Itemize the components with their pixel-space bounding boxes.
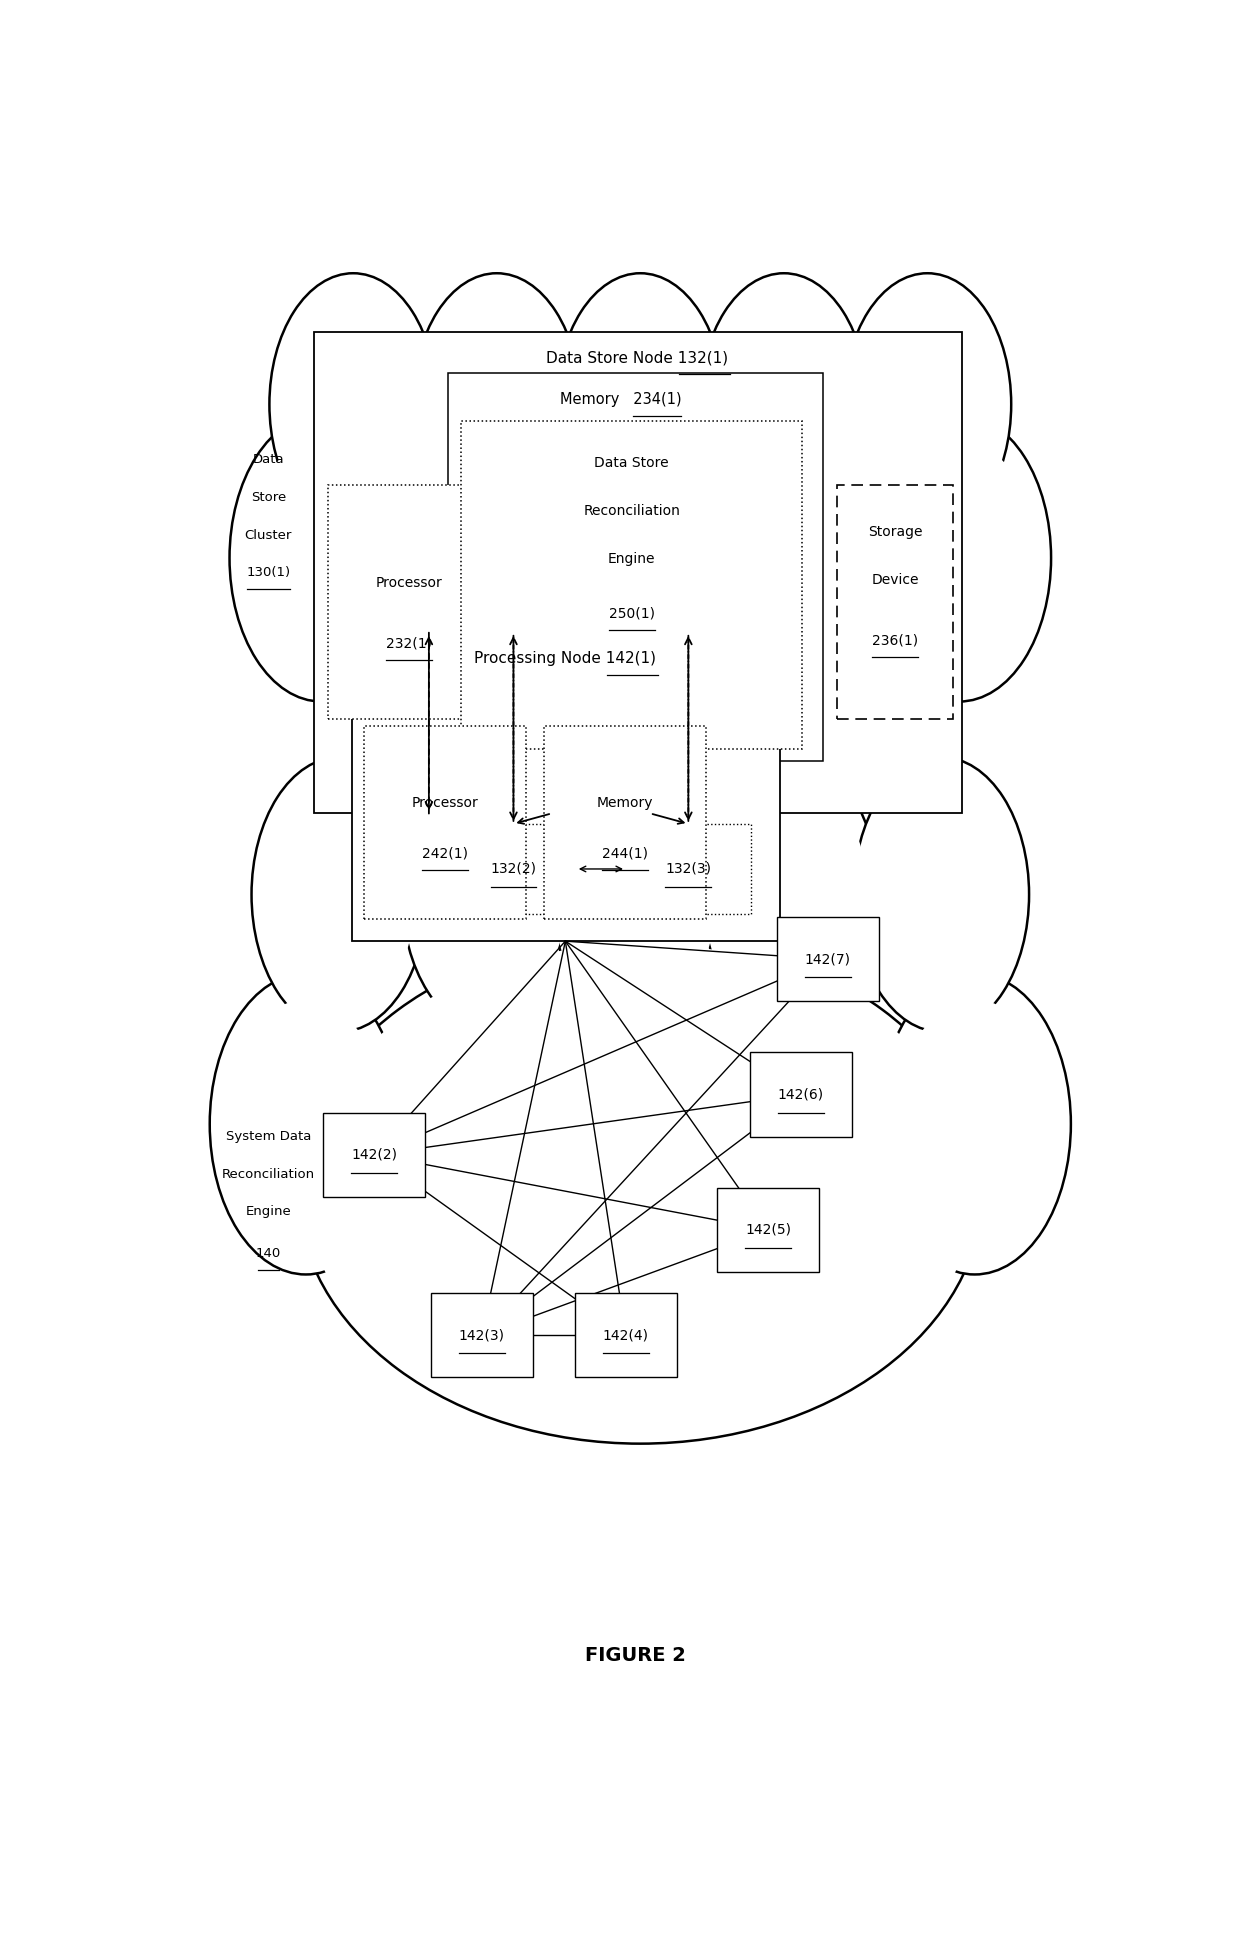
Text: 142(5): 142(5)	[745, 1223, 791, 1236]
FancyBboxPatch shape	[324, 1113, 425, 1197]
FancyBboxPatch shape	[776, 918, 879, 1002]
Text: Memory   234(1): Memory 234(1)	[560, 393, 682, 408]
FancyBboxPatch shape	[352, 633, 780, 941]
Circle shape	[402, 758, 578, 1031]
Text: Processor: Processor	[412, 795, 479, 810]
Circle shape	[246, 439, 397, 676]
Circle shape	[711, 291, 857, 518]
Circle shape	[843, 273, 1011, 535]
Circle shape	[879, 973, 1071, 1275]
Circle shape	[866, 775, 1018, 1014]
Text: Reconciliation: Reconciliation	[583, 504, 680, 518]
Circle shape	[252, 758, 427, 1031]
Text: 232(1): 232(1)	[386, 637, 432, 650]
Circle shape	[553, 758, 728, 1031]
Text: 250(1): 250(1)	[609, 605, 655, 621]
FancyBboxPatch shape	[448, 373, 823, 760]
Circle shape	[263, 775, 415, 1014]
Circle shape	[269, 273, 436, 535]
Circle shape	[714, 775, 867, 1014]
Circle shape	[884, 439, 1035, 676]
Text: Engine: Engine	[608, 553, 656, 566]
Text: 244(1): 244(1)	[601, 848, 649, 861]
FancyBboxPatch shape	[544, 727, 706, 918]
FancyBboxPatch shape	[837, 486, 952, 719]
Ellipse shape	[314, 432, 967, 771]
FancyBboxPatch shape	[750, 1053, 852, 1137]
Text: Processing Node 142(1): Processing Node 142(1)	[475, 650, 656, 666]
Text: 140: 140	[255, 1248, 281, 1260]
FancyBboxPatch shape	[575, 1293, 677, 1377]
Circle shape	[703, 758, 879, 1031]
Text: System Data: System Data	[226, 1131, 311, 1143]
FancyBboxPatch shape	[451, 824, 575, 914]
FancyBboxPatch shape	[717, 1187, 820, 1271]
FancyBboxPatch shape	[365, 727, 526, 918]
Text: Device: Device	[872, 574, 919, 588]
Circle shape	[280, 291, 427, 518]
Circle shape	[895, 1000, 1054, 1248]
Ellipse shape	[298, 935, 983, 1443]
Text: 236(1): 236(1)	[872, 633, 918, 646]
Text: 142(4): 142(4)	[603, 1328, 649, 1342]
FancyBboxPatch shape	[327, 486, 490, 719]
Circle shape	[854, 291, 1001, 518]
Circle shape	[413, 273, 580, 535]
FancyBboxPatch shape	[314, 332, 962, 812]
Circle shape	[853, 758, 1029, 1031]
FancyBboxPatch shape	[460, 420, 802, 748]
Circle shape	[229, 414, 413, 701]
Circle shape	[424, 291, 569, 518]
Text: 142(6): 142(6)	[777, 1088, 823, 1101]
Circle shape	[210, 973, 402, 1275]
Text: Engine: Engine	[246, 1205, 291, 1219]
FancyBboxPatch shape	[626, 824, 751, 914]
Ellipse shape	[306, 943, 975, 1435]
Circle shape	[701, 273, 868, 535]
Circle shape	[413, 775, 567, 1014]
Ellipse shape	[321, 437, 960, 768]
Text: FIGURE 2: FIGURE 2	[585, 1646, 686, 1666]
Text: Reconciliation: Reconciliation	[222, 1168, 315, 1182]
Text: Processor: Processor	[376, 576, 443, 590]
Text: Cluster: Cluster	[244, 529, 293, 541]
Text: 142(3): 142(3)	[459, 1328, 505, 1342]
Text: Data Store: Data Store	[594, 455, 668, 471]
Text: 132(2): 132(2)	[491, 861, 537, 877]
Text: Storage: Storage	[868, 525, 923, 539]
Text: Data: Data	[253, 453, 284, 467]
Text: Store: Store	[250, 490, 286, 504]
Text: 130(1): 130(1)	[247, 566, 290, 580]
Circle shape	[557, 273, 724, 535]
FancyBboxPatch shape	[430, 1293, 533, 1377]
Circle shape	[868, 414, 1052, 701]
Circle shape	[227, 1000, 386, 1248]
Text: Data Store Node 132(1): Data Store Node 132(1)	[547, 350, 728, 365]
Text: 242(1): 242(1)	[423, 848, 469, 861]
Circle shape	[564, 775, 717, 1014]
Text: 142(2): 142(2)	[351, 1148, 397, 1162]
Circle shape	[568, 291, 713, 518]
Text: Memory: Memory	[596, 795, 653, 810]
Text: 132(3): 132(3)	[666, 861, 712, 877]
Text: 142(7): 142(7)	[805, 953, 851, 967]
